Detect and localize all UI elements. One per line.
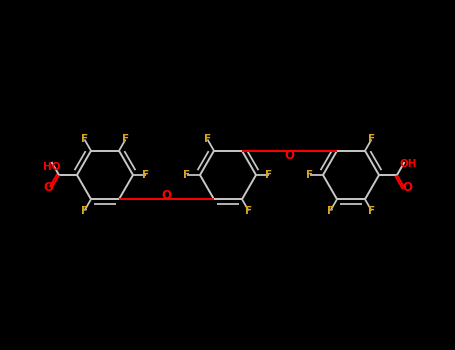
- Text: HO: HO: [43, 162, 60, 172]
- Text: F: F: [142, 170, 150, 180]
- Text: F: F: [81, 134, 88, 145]
- Text: F: F: [368, 205, 375, 216]
- Text: F: F: [368, 134, 375, 145]
- Text: OH: OH: [400, 159, 417, 169]
- Text: O: O: [44, 182, 54, 195]
- Text: F: F: [183, 170, 191, 180]
- Text: F: F: [306, 170, 313, 180]
- Text: O: O: [284, 149, 294, 162]
- Text: F: F: [265, 170, 273, 180]
- Text: F: F: [81, 205, 88, 216]
- Text: O: O: [403, 182, 413, 195]
- Text: F: F: [122, 134, 129, 145]
- Text: O: O: [162, 189, 172, 202]
- Text: F: F: [245, 205, 252, 216]
- Text: F: F: [327, 205, 334, 216]
- Text: F: F: [204, 134, 211, 145]
